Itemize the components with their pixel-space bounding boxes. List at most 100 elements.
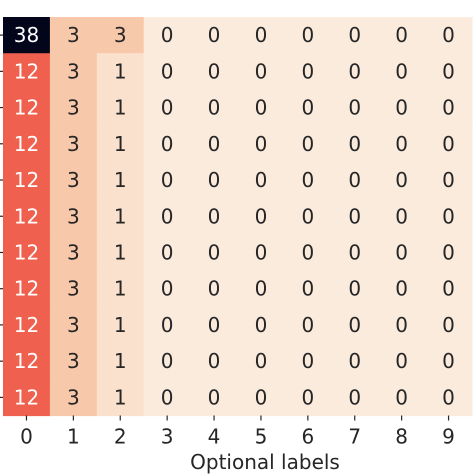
heatmap-cell-r5-c4 — [190, 198, 239, 235]
heatmap-cell-r2-c8 — [378, 89, 426, 127]
heatmap-cell-r7-c1 — [49, 270, 98, 308]
heatmap-cell-r3-c2 — [96, 125, 145, 163]
cell-annotation-r2-c7: 0 — [348, 96, 361, 120]
heatmap-cell-r3-c9 — [425, 125, 473, 163]
cell-annotation-r10-c4: 0 — [208, 385, 221, 409]
heatmap-cell-r3-c0 — [3, 125, 51, 163]
heatmap-cell-r0-c2 — [96, 17, 145, 54]
cell-annotation-r6-c3: 0 — [161, 240, 174, 264]
cell-annotation-r2-c9: 0 — [442, 96, 455, 120]
cell-annotation-r8-c6: 0 — [301, 313, 314, 337]
cell-annotation-r9-c1: 3 — [67, 349, 80, 373]
cell-annotation-r3-c7: 0 — [348, 132, 361, 156]
cell-annotation-r7-c8: 0 — [395, 277, 408, 301]
cell-annotation-r3-c5: 0 — [255, 132, 268, 156]
heatmap-cell-r2-c5 — [237, 89, 285, 127]
cell-annotation-r0-c9: 0 — [442, 23, 455, 47]
cell-annotation-r0-c3: 0 — [161, 23, 174, 47]
heatmap-cell-r0-c4 — [190, 17, 239, 54]
heatmap-cell-r9-c6 — [284, 343, 332, 380]
heatmap-cell-r6-c2 — [96, 234, 145, 272]
heatmap-cell-r6-c3 — [143, 234, 192, 272]
cell-annotation-r9-c8: 0 — [395, 349, 408, 373]
cell-annotation-r3-c4: 0 — [208, 132, 221, 156]
cell-annotation-r8-c9: 0 — [442, 313, 455, 337]
heatmap-cell-r3-c6 — [284, 125, 332, 163]
cell-annotation-r10-c9: 0 — [442, 385, 455, 409]
x-tick-label-7: 7 — [348, 425, 361, 449]
cell-annotation-r3-c6: 0 — [301, 132, 314, 156]
heatmap-cell-r3-c7 — [331, 125, 379, 163]
heatmap-cell-r1-c8 — [378, 53, 426, 91]
heatmap-cell-r6-c7 — [331, 234, 379, 272]
heatmap-cell-r6-c5 — [237, 234, 285, 272]
heatmap-cell-r10-c2 — [96, 379, 145, 417]
heatmap-cell-r5-c0 — [3, 198, 51, 235]
cell-annotation-r9-c0: 12 — [14, 349, 39, 373]
cell-annotation-r9-c9: 0 — [442, 349, 455, 373]
cell-annotation-r1-c1: 3 — [67, 59, 80, 83]
cell-annotation-r2-c8: 0 — [395, 96, 408, 120]
cell-annotation-r4-c5: 0 — [255, 168, 268, 192]
cell-annotation-r7-c3: 0 — [161, 277, 174, 301]
heatmap-cell-r5-c9 — [425, 198, 473, 235]
heatmap-cell-r9-c1 — [49, 343, 98, 380]
cell-annotation-r7-c7: 0 — [348, 277, 361, 301]
y-axis-ticks — [0, 34, 3, 398]
cell-annotation-r7-c2: 1 — [114, 277, 127, 301]
cell-annotation-r10-c5: 0 — [255, 385, 268, 409]
x-tick-label-0: 0 — [20, 425, 33, 449]
heatmap-cell-r2-c1 — [49, 89, 98, 127]
heatmap-cell-r8-c9 — [425, 306, 473, 344]
cell-annotation-r4-c3: 0 — [161, 168, 174, 192]
cell-annotation-r10-c7: 0 — [348, 385, 361, 409]
cell-annotation-r3-c1: 3 — [67, 132, 80, 156]
heatmap-cell-r7-c4 — [190, 270, 239, 308]
heatmap-cell-r10-c7 — [331, 379, 379, 417]
cell-annotation-r2-c4: 0 — [208, 96, 221, 120]
heatmap-cell-r6-c8 — [378, 234, 426, 272]
cell-annotation-r6-c1: 3 — [67, 240, 80, 264]
cell-annotation-r7-c1: 3 — [67, 277, 80, 301]
heatmap-cell-r1-c3 — [143, 53, 192, 91]
cell-annotation-r9-c3: 0 — [161, 349, 174, 373]
cell-annotation-r9-c2: 1 — [114, 349, 127, 373]
heatmap-cell-r0-c7 — [331, 17, 379, 54]
cell-annotation-r3-c9: 0 — [442, 132, 455, 156]
heatmap-cell-r6-c6 — [284, 234, 332, 272]
heatmap-cell-r2-c0 — [3, 89, 51, 127]
cell-annotation-r2-c3: 0 — [161, 96, 174, 120]
cell-annotation-r3-c0: 12 — [14, 132, 39, 156]
cell-annotation-r8-c3: 0 — [161, 313, 174, 337]
cell-annotation-r4-c8: 0 — [395, 168, 408, 192]
cell-annotation-r0-c8: 0 — [395, 23, 408, 47]
heatmap-cell-r1-c7 — [331, 53, 379, 91]
cell-annotation-r6-c7: 0 — [348, 240, 361, 264]
cell-annotation-r7-c6: 0 — [301, 277, 314, 301]
heatmap-cell-r7-c5 — [237, 270, 285, 308]
heatmap-cell-r0-c8 — [378, 17, 426, 54]
cell-annotation-r5-c7: 0 — [348, 204, 361, 228]
heatmap-cell-r8-c5 — [237, 306, 285, 344]
cell-annotation-r2-c0: 12 — [14, 96, 39, 120]
heatmap-cell-r9-c5 — [237, 343, 285, 380]
heatmap-cell-r7-c6 — [284, 270, 332, 308]
cell-annotation-r8-c1: 3 — [67, 313, 80, 337]
heatmap-cell-r9-c3 — [143, 343, 192, 380]
cell-annotation-r4-c0: 12 — [14, 168, 39, 192]
cell-annotation-r1-c6: 0 — [301, 59, 314, 83]
heatmap-cells — [3, 17, 473, 417]
cell-annotation-r9-c7: 0 — [348, 349, 361, 373]
heatmap-cell-r4-c2 — [96, 161, 145, 199]
heatmap-cell-r8-c4 — [190, 306, 239, 344]
cell-annotation-r2-c2: 1 — [114, 96, 127, 120]
heatmap-cell-r4-c5 — [237, 161, 285, 199]
heatmap-cell-r10-c6 — [284, 379, 332, 417]
heatmap-cell-r4-c9 — [425, 161, 473, 199]
cell-annotation-r8-c8: 0 — [395, 313, 408, 337]
heatmap-cell-r9-c4 — [190, 343, 239, 380]
x-tick-label-2: 2 — [114, 425, 127, 449]
cell-annotation-r6-c9: 0 — [442, 240, 455, 264]
cell-annotation-r0-c2: 3 — [114, 23, 127, 47]
cell-annotation-r8-c5: 0 — [255, 313, 268, 337]
